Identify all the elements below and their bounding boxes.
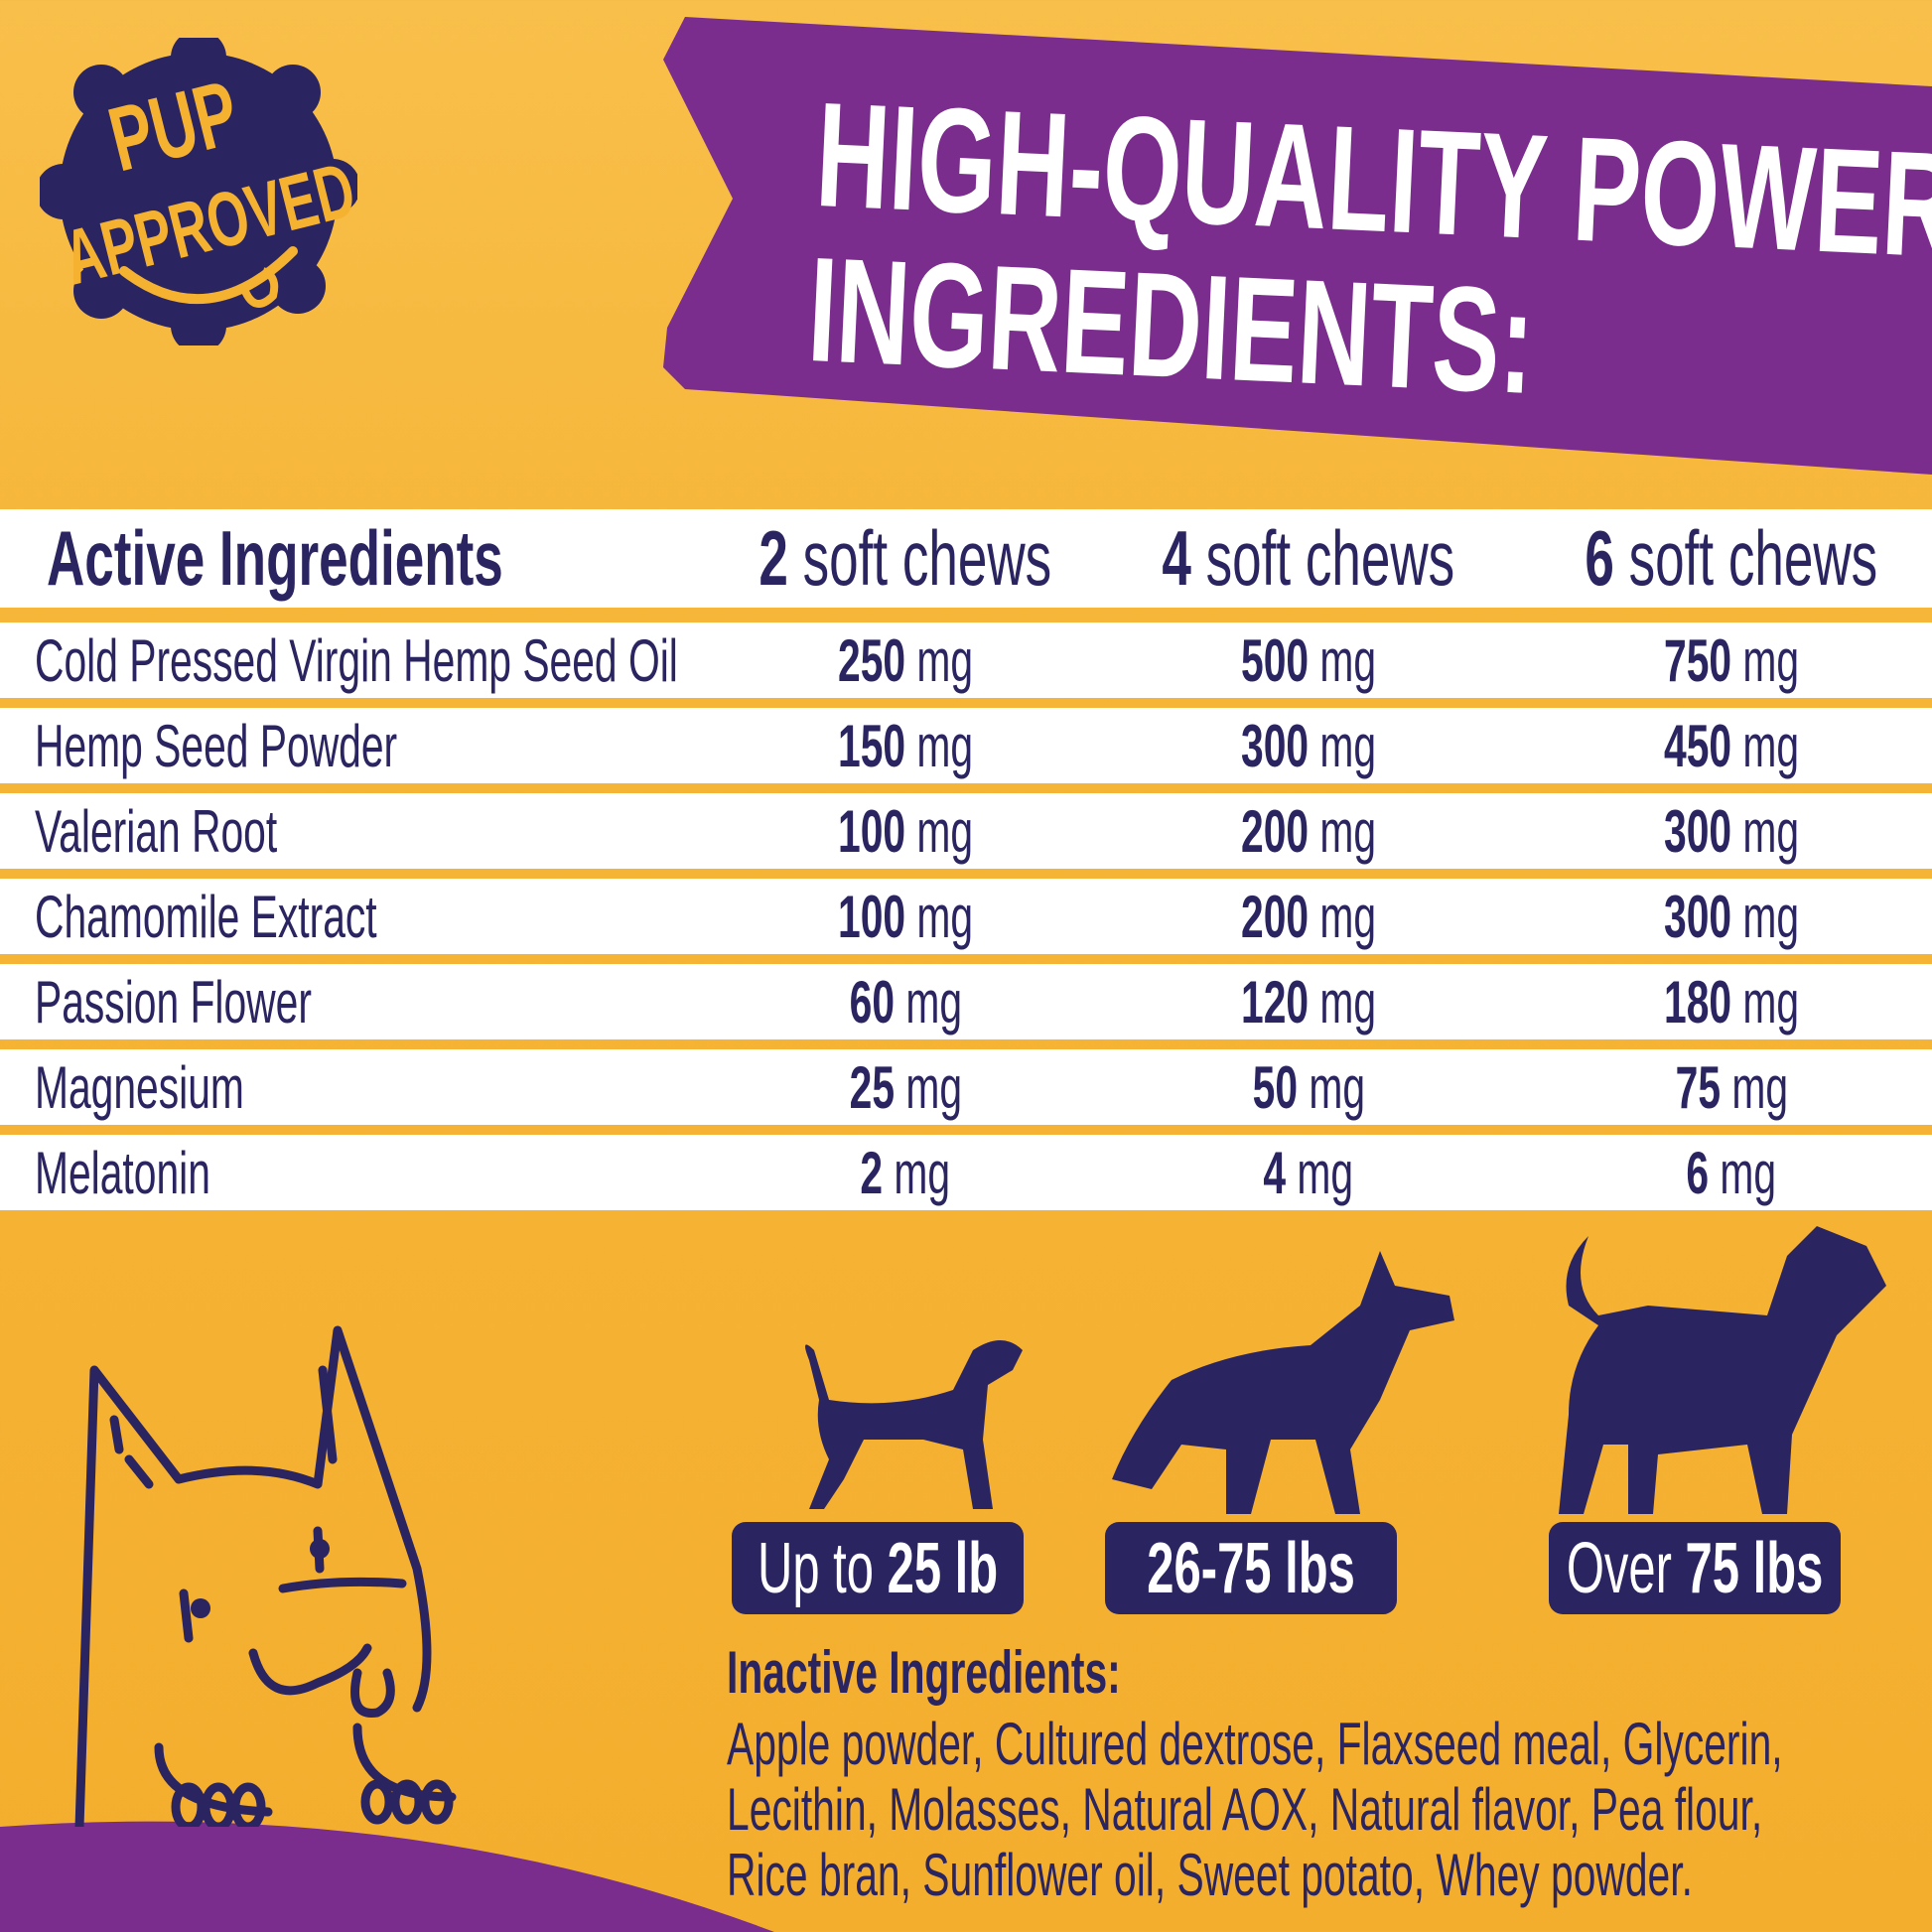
weight-label-medium: 26-75 lbs <box>1105 1522 1397 1614</box>
dose-value: 100 mg <box>837 797 974 865</box>
table-row: Magnesium 25 mg 50 mg 75 mg <box>0 1049 1932 1125</box>
table-row: Passion Flower 60 mg 120 mg 180 mg <box>0 964 1932 1039</box>
dose-value: 300 mg <box>1663 797 1800 865</box>
dose-value: 6 mg <box>1686 1139 1777 1206</box>
ingredient-name: Cold Pressed Virgin Hemp Seed Oil <box>35 626 678 694</box>
dose-value: 150 mg <box>837 712 974 779</box>
dose-value: 200 mg <box>1240 797 1377 865</box>
inactive-line: Apple powder, Cultured dextrose, Flaxsee… <box>727 1711 1783 1777</box>
dose-value: 120 mg <box>1240 968 1377 1035</box>
ingredient-name: Chamomile Extract <box>35 883 377 950</box>
table-header-row: Active Ingredients 2 soft chews 4 soft c… <box>0 509 1932 608</box>
small-dog-silhouette-icon <box>805 1340 1023 1509</box>
dose-value: 50 mg <box>1252 1053 1365 1121</box>
inactive-line: Lecithin, Molasses, Natural AOX, Natural… <box>727 1776 1763 1843</box>
medium-dog-silhouette-icon <box>1112 1251 1454 1514</box>
cartoon-dog-icon <box>74 1325 457 1827</box>
header-6-chews: 6 soft chews <box>1585 514 1878 602</box>
dose-value: 75 mg <box>1675 1053 1788 1121</box>
purple-hill <box>0 1821 774 1932</box>
ingredient-name: Passion Flower <box>35 968 312 1035</box>
dose-value: 500 mg <box>1240 626 1377 694</box>
header-2-chews: 2 soft chews <box>759 514 1052 602</box>
dose-value: 300 mg <box>1663 883 1800 950</box>
title-banner <box>663 17 1932 475</box>
ingredient-name: Hemp Seed Powder <box>35 712 398 779</box>
header-4-chews: 4 soft chews <box>1162 514 1455 602</box>
table-row: Melatonin 2 mg 4 mg 6 mg <box>0 1135 1932 1210</box>
weight-label-small: Up to 25 lb <box>732 1522 1024 1614</box>
dose-value: 60 mg <box>849 968 962 1035</box>
inactive-ingredients: Inactive Ingredients: Apple powder, Cult… <box>727 1638 1918 1908</box>
dose-value: 2 mg <box>860 1139 951 1206</box>
scalloped-badge-icon <box>36 30 360 353</box>
weight-label-large: Over 75 lbs <box>1549 1522 1841 1614</box>
dose-value: 250 mg <box>837 626 974 694</box>
dose-value: 180 mg <box>1663 968 1800 1035</box>
inactive-line: Rice bran, Sunflower oil, Sweet potato, … <box>727 1842 1693 1908</box>
dose-value: 450 mg <box>1663 712 1800 779</box>
dose-value: 300 mg <box>1240 712 1377 779</box>
ingredient-name: Melatonin <box>35 1139 210 1206</box>
header-active-ingredients: Active Ingredients <box>47 514 503 602</box>
dose-value: 750 mg <box>1663 626 1800 694</box>
dose-value: 25 mg <box>849 1053 962 1121</box>
pup-approved-badge: PUP APPROVED <box>36 30 363 353</box>
dose-value: 200 mg <box>1240 883 1377 950</box>
ingredient-name: Magnesium <box>35 1053 244 1121</box>
table-row: Valerian Root 100 mg 200 mg 300 mg <box>0 793 1932 869</box>
table-row: Hemp Seed Powder 150 mg 300 mg 450 mg <box>0 708 1932 783</box>
table-row: Cold Pressed Virgin Hemp Seed Oil 250 mg 5… <box>0 622 1932 698</box>
dose-value: 100 mg <box>837 883 974 950</box>
large-dog-silhouette-icon <box>1559 1226 1886 1514</box>
inactive-heading: Inactive Ingredients: <box>727 1639 1121 1706</box>
ingredient-name: Valerian Root <box>35 797 278 865</box>
table-row: Chamomile Extract 100 mg 200 mg 300 mg <box>0 879 1932 954</box>
dose-value: 4 mg <box>1263 1139 1354 1206</box>
